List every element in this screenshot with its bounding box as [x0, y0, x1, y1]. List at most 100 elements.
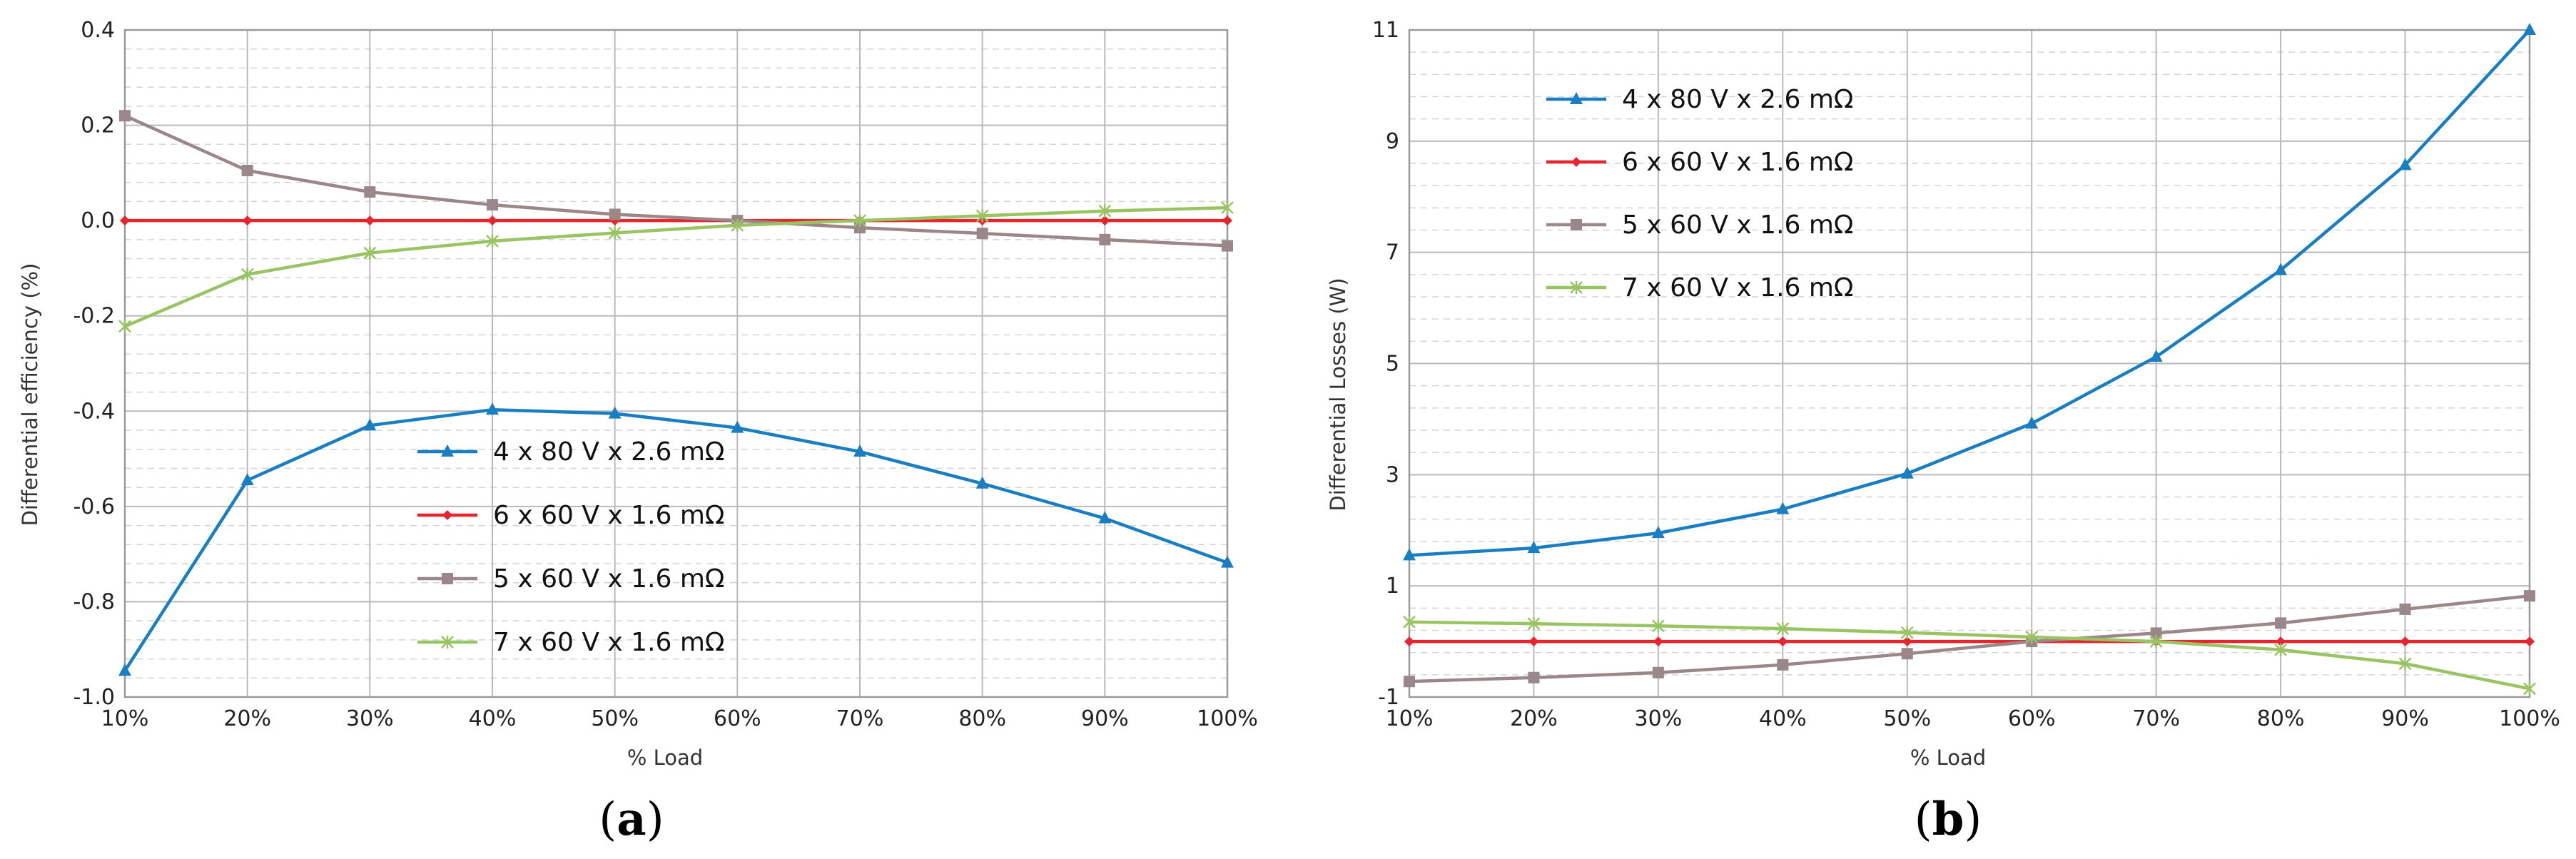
chart-b-legend-marker-2 [1571, 157, 1581, 167]
chart-a-series-2-point [120, 215, 130, 226]
chart-b-y-tick-labels: -1 1 3 5 7 9 11 [1372, 18, 1399, 710]
chart-b-series-4-point [1776, 622, 1790, 636]
chart-a-series-3-point [487, 199, 498, 211]
chart-b-series-3-point [1528, 671, 1540, 683]
chart-a-series-3-point [241, 165, 253, 177]
chart-a-x-tick-label: 80% [958, 706, 1006, 731]
chart-b-plot-frame [1408, 29, 2531, 698]
chart-b-series-4-point [1652, 619, 1665, 633]
chart-a-series-1-point [608, 406, 622, 419]
chart-a-series-3-point [976, 228, 988, 240]
chart-a-legend-marker-1 [441, 444, 454, 457]
chart-b-x-tick-label: 10% [1386, 706, 1434, 731]
chart-b-series-2-point [2525, 636, 2535, 647]
chart-b-legend-label-1: 4 x 80 V x 2.6 mΩ [1622, 85, 1853, 114]
chart-b-series-2-point [2400, 636, 2410, 647]
chart-b-series-4-point [2274, 643, 2287, 656]
chart-a-series-1-point [975, 476, 989, 489]
chart-b-legend-marker-1 [1570, 92, 1583, 104]
chart-b-series-line-4 [1409, 620, 2530, 691]
chart-b-x-tick-label: 60% [2008, 706, 2056, 731]
chart-b-series-4-point [1403, 615, 1416, 629]
chart-a-series-4-point [731, 218, 744, 232]
chart-b-x-tick-label: 50% [1883, 706, 1931, 731]
chart-a-y-tick-label: -1.0 [73, 685, 115, 710]
chart-b-legend-marker-3 [1571, 219, 1582, 230]
panel-label-a: (a) [599, 793, 664, 846]
chart-a-series-1-point [731, 420, 744, 433]
chart-a-series-line-4 [124, 205, 1228, 328]
chart-b-series-line-1 [1409, 29, 2531, 557]
chart-b-series-1-point [2398, 158, 2412, 171]
chart-a-series-3-point [119, 110, 131, 122]
chart-a-y-tick-labels: -1.0 -0.8 -0.6 -0.4 -0.2 0.0 0.2 0.4 [73, 18, 115, 710]
chart-b-series-4-point [1900, 626, 1914, 639]
chart-b-series-3-point [1777, 659, 1789, 671]
chart-b-legend-label-4: 7 x 60 V x 1.6 mΩ [1622, 273, 1853, 303]
chart-b-x-tick-label: 80% [2257, 706, 2305, 731]
panel-label-b: (b) [1915, 793, 1982, 846]
chart-b-series-line-3 [1409, 594, 2530, 683]
chart-b-series-4-point [1527, 617, 1541, 631]
chart-b-series-1-point [1527, 541, 1541, 554]
chart-b-x-axis-title: % Load [1910, 746, 1986, 770]
chart-a-series-1-point [853, 444, 866, 457]
chart-b-series-4-point [2398, 657, 2412, 671]
chart-b-series-3-point [2524, 590, 2535, 602]
chart-a-series-4-point [853, 214, 866, 228]
chart-a-x-tick-labels: 10% 20% 30% 40% 50% 60% 70% 80% 90% 100% [101, 706, 1258, 731]
chart-a-series-1-point [363, 418, 377, 431]
chart-a-series-3-point [1099, 233, 1111, 245]
chart-b-series-2-point [1404, 636, 1414, 647]
chart-b-series-4-point [2025, 630, 2039, 644]
chart-b-series-1-point [2149, 350, 2163, 362]
chart-b-series-3-point [2399, 603, 2411, 615]
chart-a-legend-label-2: 6 x 60 V x 1.6 mΩ [493, 501, 724, 530]
chart-a-plot-frame [123, 29, 1229, 698]
chart-b-series-1-point [1651, 526, 1665, 539]
chart-a-series-2-point [1222, 215, 1232, 226]
chart-a-series-4-point [1098, 204, 1112, 218]
chart-a-series-1-point [1221, 555, 1234, 568]
chart-a-series-line-1 [123, 408, 1228, 672]
chart-b-legend: 4 x 80 V x 2.6 mΩ 6 x 60 V x 1.6 mΩ 5 x 60… [1546, 85, 1853, 303]
chart-a-legend: 4 x 80 V x 2.6 mΩ 6 x 60 V x 1.6 mΩ 5 x 60… [417, 437, 724, 657]
chart-a-series-2-point [242, 215, 253, 226]
chart-b-x-tick-label: 30% [1635, 706, 1683, 731]
chart-a-series-3-point [609, 208, 621, 220]
chart-a-gridlines [123, 29, 1229, 698]
chart-a-y-tick-label: -0.2 [73, 304, 115, 329]
chart-a-series-4-point [363, 246, 377, 260]
chart-b-x-tick-label: 20% [1510, 706, 1558, 731]
chart-a-x-tick-label: 30% [346, 706, 394, 731]
chart-a-plot-area [118, 110, 1234, 676]
chart-b-y-tick-label: 9 [1386, 129, 1399, 154]
chart-b-y-axis-title: Differential Losses (W) [1326, 278, 1350, 511]
chart-a-series-3-point [1222, 240, 1233, 252]
chart-b-x-tick-label: 70% [2132, 706, 2180, 731]
chart-a-x-tick-label: 50% [591, 706, 639, 731]
chart-a-series-4-point [1221, 201, 1234, 215]
chart-a-series-1-point [118, 664, 131, 676]
chart-b-plot-area [1403, 23, 2536, 696]
chart-b-series-4-point [2523, 682, 2536, 696]
chart-a-legend-marker-2 [442, 510, 452, 520]
chart-b-series-1-point [1403, 548, 1416, 561]
chart-b-y-tick-label: 3 [1386, 462, 1399, 487]
chart-b-series-4-point [2149, 635, 2163, 649]
chart-b-series-2-point [1902, 636, 1912, 647]
chart-a-x-tick-label: 60% [714, 706, 761, 731]
chart-a-series-3-point [854, 222, 866, 234]
chart-a-x-axis-title: % Load [627, 746, 703, 770]
chart-b-y-tick-label: 1 [1386, 574, 1399, 599]
chart-a-series-1-point [1098, 511, 1112, 524]
chart-a-series-4-point [975, 209, 989, 223]
chart-a-series-2-point [365, 215, 375, 226]
chart-b-legend-label-2: 6 x 60 V x 1.6 mΩ [1622, 148, 1853, 177]
chart-a-y-tick-label: -0.8 [73, 589, 115, 614]
chart-a-x-tick-label: 70% [836, 706, 884, 731]
chart-b-series-1-point [2523, 23, 2536, 35]
chart-a-series-1-point [486, 402, 499, 415]
chart-b-y-tick-label: 5 [1386, 352, 1399, 377]
